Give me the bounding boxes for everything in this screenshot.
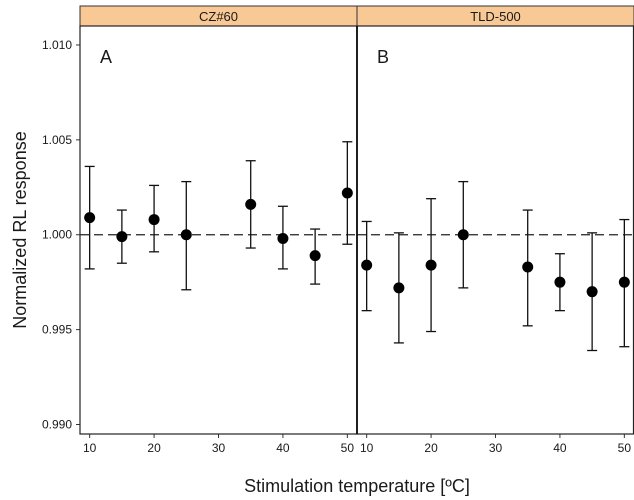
y-axis-title: Normalized RL response [10, 131, 30, 328]
x-tick-label: 40 [276, 441, 290, 455]
data-point [586, 286, 598, 298]
data-point [116, 231, 128, 243]
x-tick-label: 50 [618, 441, 632, 455]
x-tick-label: 10 [360, 441, 374, 455]
data-point [148, 214, 160, 226]
x-axis-title: Stimulation temperature [ºC] [244, 476, 470, 496]
data-marks [84, 141, 630, 352]
data-point [618, 276, 630, 288]
x-tick-label: 10 [83, 441, 97, 455]
data-point [554, 276, 566, 288]
data-point [393, 282, 405, 294]
y-tick-label: 1.010 [42, 38, 72, 52]
panel-frames [76, 25, 634, 438]
chart-background [79, 5, 634, 27]
y-tick-label: 1.000 [42, 228, 72, 242]
x-tick-label: 20 [147, 441, 161, 455]
chart-text: Normalized RL response Stimulation tempe… [10, 9, 631, 496]
data-point [84, 212, 96, 224]
y-tick-label: 0.995 [42, 323, 72, 337]
data-point [309, 250, 321, 262]
panel-label: A [100, 47, 112, 67]
panel-label: B [377, 47, 389, 67]
panel-strip-label: TLD-500 [470, 9, 521, 24]
x-tick-label: 50 [341, 441, 355, 455]
x-tick-label: 30 [212, 441, 226, 455]
data-point [457, 229, 469, 241]
data-point [180, 229, 192, 241]
x-tick-label: 40 [553, 441, 567, 455]
data-point [361, 259, 373, 271]
x-tick-label: 20 [424, 441, 438, 455]
x-tick-label: 30 [489, 441, 503, 455]
y-tick-label: 0.990 [42, 418, 72, 432]
data-point [341, 187, 353, 199]
panel-strip-label: CZ#60 [199, 9, 238, 24]
data-point [277, 233, 289, 245]
panel-frame [356, 25, 634, 435]
data-point [425, 259, 437, 271]
data-point [522, 261, 534, 273]
data-point [245, 198, 257, 210]
y-tick-label: 1.005 [42, 133, 72, 147]
